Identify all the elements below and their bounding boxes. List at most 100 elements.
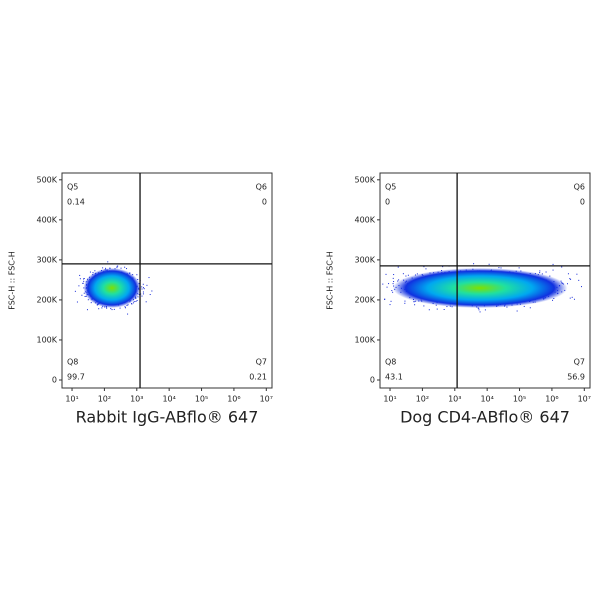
event-dot [141,286,143,288]
quadrant-name: Q7 [574,358,585,367]
event-dot [119,307,121,309]
event-dot [436,308,438,310]
event-dot [113,308,115,310]
event-dot [404,300,406,302]
event-dot [478,309,480,311]
y-tick-label: 100K [354,335,375,344]
event-dot [402,273,404,275]
event-dot [127,304,129,306]
event-dot [392,291,394,293]
y-tick-label: 200K [354,295,375,304]
event-dot [518,267,520,269]
event-dot [516,310,518,312]
y-axis-title: FSC-H :: FSC-H [326,251,335,310]
y-tick-label: 0 [52,375,57,384]
event-dot [83,280,85,282]
event-dot [83,278,85,280]
event-dot [136,274,138,276]
event-dot [148,277,150,279]
event-dot [488,263,490,265]
event-dot [135,300,137,302]
event-dot [81,294,83,296]
event-dot [116,265,118,267]
event-dot [571,296,573,298]
event-dot [413,301,415,303]
event-dot [529,307,531,309]
event-dot [126,304,128,306]
x-tick-label: 10⁶ [545,395,558,404]
quadrant-name: Q6 [256,183,267,192]
event-dot [425,268,427,270]
event-dot [569,297,571,299]
event-dot [398,279,400,281]
y-tick-label: 500K [354,175,375,184]
event-dot [389,304,391,306]
x-tick-label: 10⁷ [260,395,273,404]
event-dot [90,302,92,304]
event-dot [443,308,445,310]
event-dot [79,274,81,276]
event-dot [74,290,76,292]
event-dot [145,301,147,303]
event-dot [392,283,394,285]
x-tick-label: 10⁴ [162,395,175,404]
x-tick-label: 10⁵ [513,395,526,404]
event-dot [105,267,107,269]
x-tick-label: 10² [416,395,429,404]
x-tick-label: 10¹ [65,395,78,404]
quadrant-value: 99.7 [67,373,85,382]
event-dot [126,268,128,270]
event-dot [442,266,444,268]
event-dot [143,288,145,290]
event-dot [506,306,508,308]
quadrant-name: Q6 [574,183,585,192]
event-dot [84,295,86,297]
event-dot [386,286,388,288]
event-dot [124,266,126,268]
event-dot [479,311,481,313]
quadrant-name: Q7 [256,358,267,367]
y-tick-label: 0 [370,375,375,384]
x-tick-label: 10⁶ [227,395,240,404]
y-tick-label: 300K [36,255,57,264]
y-tick-label: 200K [36,295,57,304]
y-tick-label: 400K [354,215,375,224]
event-dot [397,266,399,268]
event-dot [576,273,578,275]
quadrant-name: Q8 [385,358,396,367]
y-axis-title: FSC-H :: FSC-H [8,251,17,310]
event-dot [539,272,541,274]
event-dot [89,271,91,273]
event-dot [124,307,126,309]
event-dot [405,275,407,277]
event-dot [106,307,108,309]
event-dot [393,274,395,276]
event-dot [94,270,96,272]
event-dot [552,269,554,271]
event-dot [136,300,138,302]
event-dot [83,292,85,294]
event-dot [149,294,151,296]
event-dot [388,283,390,285]
event-dot [573,298,575,300]
y-tick-label: 100K [36,335,57,344]
event-dot [385,273,387,275]
event-dot [569,278,571,280]
event-dot [539,270,541,272]
event-dot [124,306,126,308]
event-dot [541,273,543,275]
event-dot [102,267,104,269]
y-tick-label: 300K [354,255,375,264]
density-cloud [392,268,568,308]
density-cloud [83,268,141,308]
event-dot [500,267,502,269]
event-dot [567,273,569,275]
x-axis-title: Dog CD4-ABflo® 647 [400,408,570,427]
event-dot [414,304,416,306]
quadrant-value: 0.14 [67,198,85,207]
event-dot [566,283,568,285]
event-dot [141,295,143,297]
x-tick-label: 10³ [130,395,143,404]
event-dot [110,308,112,310]
